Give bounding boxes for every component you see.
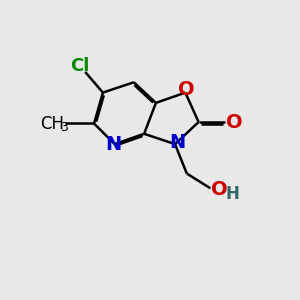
Text: N: N	[105, 135, 121, 154]
Text: O: O	[178, 80, 195, 99]
Text: O: O	[226, 112, 242, 131]
Text: N: N	[169, 133, 185, 152]
Text: CH: CH	[40, 116, 64, 134]
Text: H: H	[226, 184, 239, 202]
Text: 3: 3	[60, 122, 68, 134]
Text: Cl: Cl	[70, 57, 90, 75]
Text: O: O	[212, 180, 228, 199]
